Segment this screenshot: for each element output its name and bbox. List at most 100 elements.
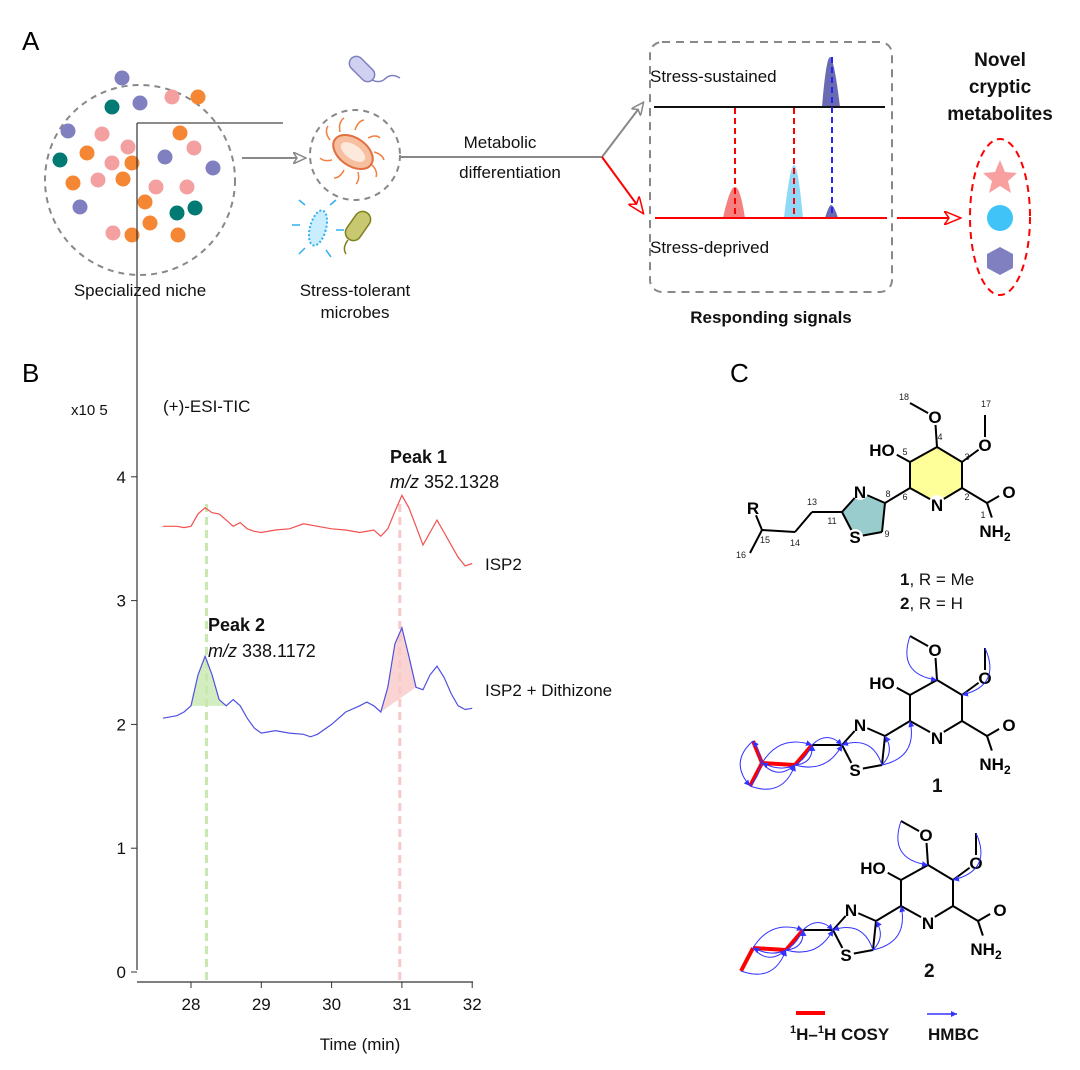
microbe-dot	[60, 123, 76, 139]
hmbc-arrow	[832, 925, 874, 951]
microbe-dot	[115, 171, 131, 187]
oxygen-atom: O	[978, 436, 991, 455]
atom-mask	[989, 902, 1005, 918]
microbe-dot	[142, 215, 158, 231]
microbe-dot	[190, 89, 206, 105]
structure-hmbc-2: O O O N N S HO NH2	[739, 820, 1007, 975]
nitrogen-atom: N	[931, 496, 943, 515]
signals-box	[649, 41, 893, 293]
microbe-circle	[309, 109, 401, 201]
atom-mask	[918, 827, 934, 843]
oxygen-atom: O	[1002, 716, 1015, 735]
hydroxyl-group: HO	[860, 859, 886, 878]
bond	[749, 529, 763, 554]
atom-mask	[985, 517, 1005, 537]
signals-label: Responding signals	[690, 308, 852, 327]
hmbc-arrow	[961, 647, 991, 697]
microbe-dot	[94, 126, 110, 142]
atom-mask	[927, 642, 943, 658]
result-label-1: Novel	[974, 50, 1026, 71]
bond	[794, 511, 813, 533]
hmbc-arrow	[881, 735, 891, 766]
atom-number: 2	[964, 492, 969, 502]
bond	[961, 487, 988, 504]
series-label: ISP2 + Dithizone	[485, 681, 612, 700]
mz-prefix: m/z	[208, 641, 237, 661]
rod-bacterium-icon	[348, 55, 401, 83]
atom-mask	[852, 717, 868, 733]
bond	[900, 864, 929, 881]
niche-label: Specialized niche	[74, 281, 206, 300]
microbe-dot	[169, 205, 185, 221]
hmbc-arrow	[761, 740, 813, 764]
oxygen-atom: O	[978, 669, 991, 688]
hmbc-arrow	[802, 922, 834, 931]
niche-circle	[44, 84, 236, 276]
amide-group: NH2	[970, 940, 1002, 962]
atom-mask	[847, 529, 863, 545]
y-tick-label: 4	[117, 468, 126, 487]
bond	[936, 446, 963, 463]
atom-mask	[998, 717, 1014, 733]
atom-mask	[927, 409, 943, 425]
microbe-dot	[187, 200, 203, 216]
microbe-dot	[104, 155, 120, 171]
atom-mask	[920, 913, 936, 929]
x-tick-label: 30	[322, 995, 341, 1014]
atom-mask	[869, 858, 889, 878]
microbe-dot	[52, 152, 68, 168]
hmbc-arrow	[761, 762, 796, 773]
series-label: ISP2	[485, 555, 522, 574]
chart-title: (+)-ESI-TIC	[163, 397, 250, 416]
atom-number: 14	[790, 538, 800, 548]
series-line	[162, 625, 473, 738]
star-icon	[983, 160, 1017, 193]
result-ellipse	[969, 138, 1031, 296]
bond	[952, 905, 979, 922]
microbe-dot	[114, 70, 130, 86]
hydroxyl-group: HO	[869, 441, 895, 460]
panel-b: B x10 5 (+)-ESI-TIC 0 1 2 3 4 28 29 30 31 32 ISP2 I…	[22, 122, 612, 1054]
bond	[936, 679, 963, 696]
cosy-bond	[739, 947, 755, 972]
process-label-2: differentiation	[459, 163, 561, 182]
nitrogen-atom: N	[922, 914, 934, 933]
atom-number: 6	[902, 492, 907, 502]
atom-number: 8	[885, 489, 890, 499]
arrow-up-icon	[601, 103, 643, 158]
chromatogram: 0 1 2 3 4 28 29 30 31 32 ISP2 ISP2 + Dithizone Peak …	[117, 122, 612, 1014]
atom-mask	[985, 750, 1005, 770]
hmbc-arrow	[811, 737, 843, 746]
atom-number: 16	[736, 550, 746, 560]
structure-compound-1-2: O O O N N S HO NH2 R 1 2 3 4 5 6 8 9 11 13 14 15 16 17 18	[736, 392, 1016, 560]
atom-number: 5	[902, 447, 907, 457]
microbe-dot	[205, 160, 221, 176]
bond	[927, 864, 954, 881]
x-tick-label: 31	[392, 995, 411, 1014]
pyridine-ring-highlight	[910, 447, 962, 503]
bond	[909, 446, 938, 463]
x-tick-label: 29	[252, 995, 271, 1014]
microbe-dot	[170, 227, 186, 243]
result-label-3: metabolites	[947, 104, 1053, 125]
cosy-legend-label: 1H–1H COSY	[790, 1024, 890, 1044]
microbe-dot	[65, 175, 81, 191]
microbe-dot	[124, 227, 140, 243]
hmbc-arrow	[794, 744, 816, 766]
microbe-dot	[186, 140, 202, 156]
hmbc-arrow	[785, 929, 807, 951]
oxygen-atom: O	[928, 408, 941, 427]
bond	[761, 529, 796, 533]
bond	[872, 920, 877, 951]
hmbc-arrow	[785, 929, 834, 953]
sulfur-atom: S	[849, 761, 860, 780]
hmbc-arrow	[752, 925, 804, 949]
compound-2-caption: 2, R = H	[900, 594, 963, 613]
deprived-label: Stress-deprived	[650, 238, 769, 257]
cosy-bond	[784, 928, 805, 952]
microbe-dot	[124, 155, 140, 171]
atom-number: 4	[937, 432, 942, 442]
atom-mask	[976, 935, 996, 955]
microbe-dot	[79, 145, 95, 161]
